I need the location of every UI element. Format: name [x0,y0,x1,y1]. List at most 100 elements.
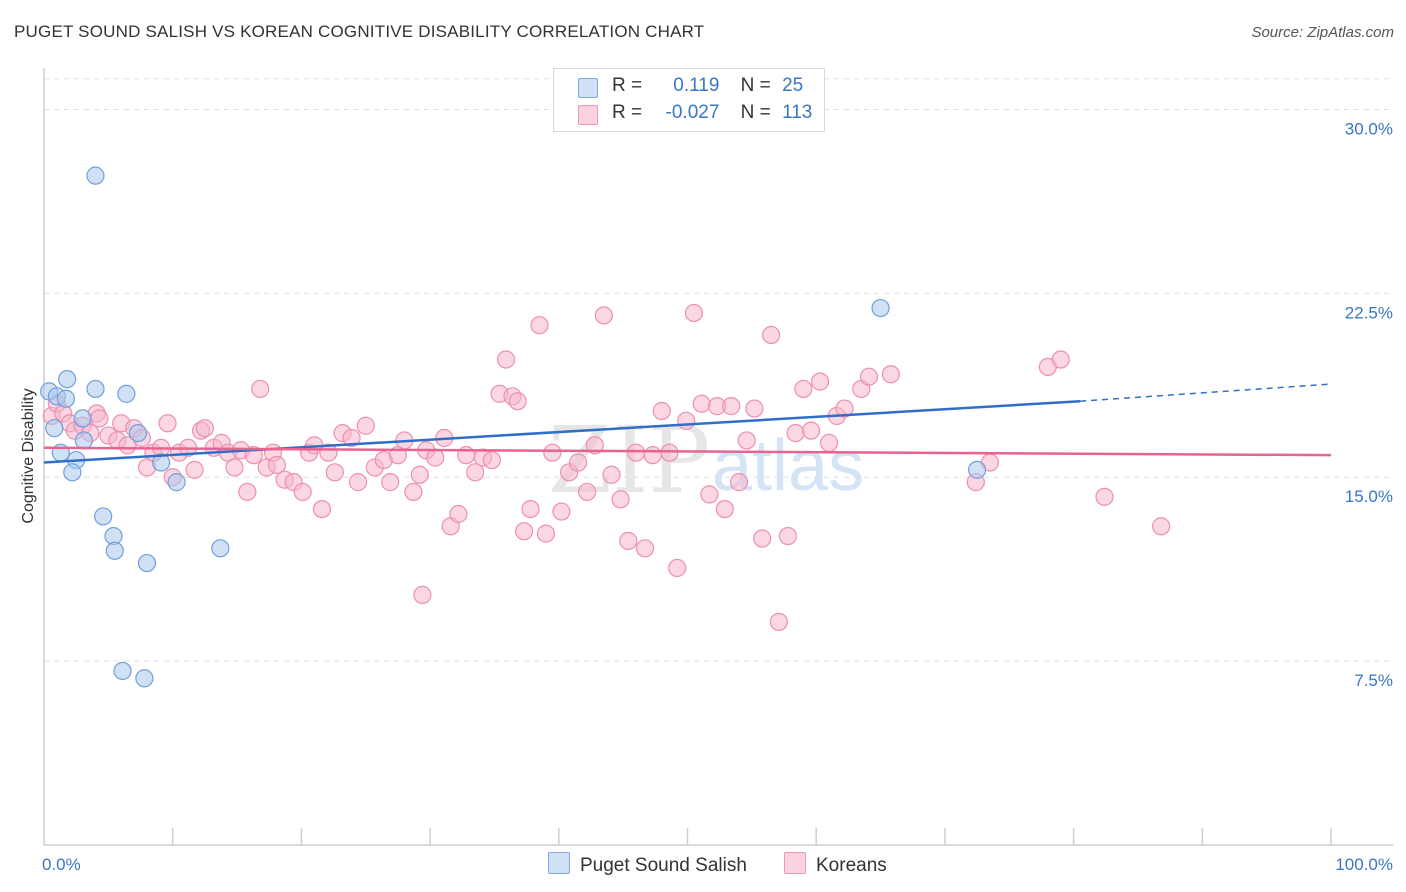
data-point [769,612,788,631]
data-point [381,473,400,492]
data-point [835,399,854,418]
legend-r-label: R = [612,75,643,96]
data-point [819,433,839,452]
data-point [508,392,527,411]
data-point [482,450,501,470]
trend-line-salish [43,399,1081,464]
data-point [1152,517,1171,536]
legend-swatch-salish-bottom [548,852,570,874]
axes [43,68,1393,846]
data-point [786,423,805,443]
legend-n-label: N = [740,102,771,123]
data-point [74,431,93,450]
legend-n-label: N = [740,75,771,96]
data-point [700,485,719,504]
data-point [762,325,781,345]
legend-r-value: 0.119 [673,75,720,96]
data-point [552,502,571,521]
data-point [626,443,646,462]
data-point [652,401,671,421]
y-tick-label: 30.0% [1345,119,1393,138]
data-point [611,490,630,509]
data-point [45,419,64,438]
data-point [73,409,92,428]
data-point [619,531,638,551]
y-tick-label: 22.5% [1345,303,1393,322]
data-point [643,446,662,465]
data-point [578,482,597,502]
x-tick-label-max: 100.0% [1335,855,1393,874]
data-point [729,473,749,492]
data-point [293,482,312,502]
data-point [737,431,756,450]
data-point [413,585,432,605]
data-point [1051,350,1070,369]
data-point [801,421,821,440]
data-point [536,524,556,543]
series-1 [42,303,1171,631]
data-point [410,465,429,484]
data-point [426,448,445,467]
data-point [86,379,105,399]
grid-lines [44,78,1393,662]
data-point [794,379,813,399]
legend-n-value: 113 [782,102,813,123]
data-point [185,460,204,479]
data-point [585,436,604,455]
data-point [449,504,468,524]
data-point [569,453,588,472]
data-point [113,661,132,681]
x-tick-label-min: 0.0% [42,855,81,874]
data-point [692,394,711,413]
data-point [90,409,109,428]
legend-r-value: -0.027 [665,102,720,123]
y-tick-label: 7.5% [1354,671,1393,690]
legend-swatch-koreans [578,105,598,125]
trend-line-salish-extension [1079,383,1332,402]
data-point [152,453,171,472]
data-point [660,443,679,462]
data-point [325,463,344,482]
legend-swatch-salish [578,78,598,98]
data-point [466,463,485,482]
stats-legend: R = 0.119 N = 25 R = -0.027 N = 113 [553,68,825,132]
data-point [342,428,361,448]
data-point [158,414,177,433]
legend-item-koreans: Koreans [784,852,887,877]
data-point [967,460,987,479]
data-point [118,436,137,455]
data-point [543,443,562,462]
data-point [745,399,764,418]
data-point [211,539,230,558]
data-point [881,365,900,384]
data-point [684,303,704,323]
watermark-atlas: atlas [712,426,864,506]
y-tick-label: 15.0% [1345,487,1393,506]
data-point [225,458,244,477]
data-point [348,473,368,492]
data-point [94,507,113,526]
data-point [635,539,655,558]
trend-line-koreans [43,446,1332,457]
data-point [514,522,534,541]
legend-n-value: 25 [782,75,804,96]
trend-lines [43,383,1332,464]
data-point [195,419,214,438]
legend-label-salish: Puget Sound Salish [580,855,747,876]
data-point [238,482,257,502]
data-point [530,316,549,335]
data-point [117,384,136,403]
data-point [677,411,696,430]
data-point [859,367,879,386]
data-point [312,499,332,519]
data-point [356,416,375,435]
data-point [496,350,516,369]
data-point [810,372,830,391]
data-point [167,473,186,492]
data-point [521,499,540,519]
data-point [137,553,157,573]
source-label: Source: ZipAtlas.com [1251,24,1394,41]
x-ticks [171,828,1332,845]
chart-title: PUGET SOUND SALISH VS KOREAN COGNITIVE D… [14,22,705,41]
